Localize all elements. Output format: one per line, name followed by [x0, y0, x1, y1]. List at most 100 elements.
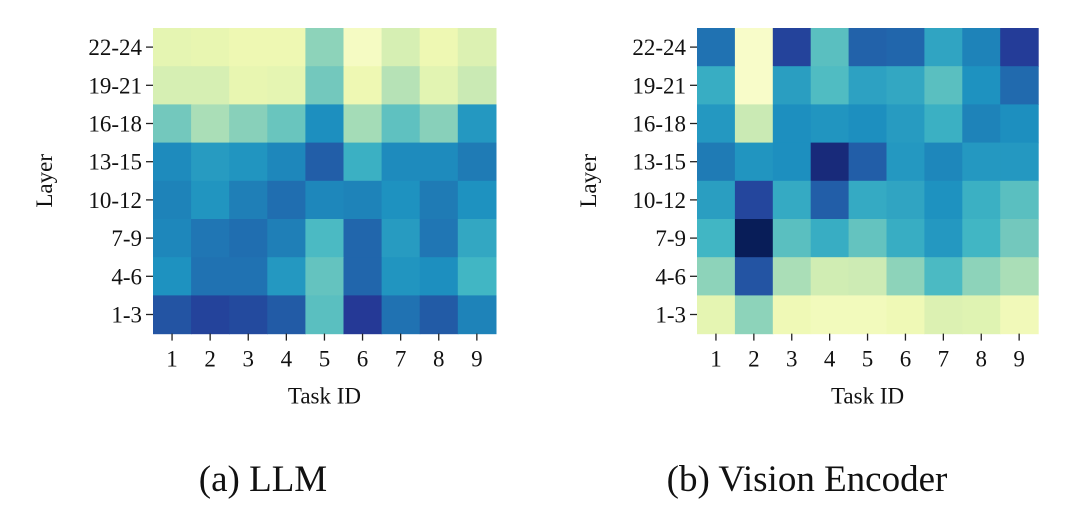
heatmap-cell — [343, 142, 383, 182]
x-tick-label: 7 — [938, 347, 950, 372]
heatmap-cell — [810, 219, 850, 258]
heatmap-cell — [305, 219, 345, 258]
subfigure-caption: (b) Vision Encoder — [667, 459, 948, 500]
heatmap-cell — [381, 295, 421, 335]
heatmap-cell — [343, 219, 383, 258]
heatmap-cell — [886, 219, 925, 258]
heatmap-cell — [267, 295, 306, 335]
heatmap-cell — [305, 180, 345, 220]
heatmap-cell — [419, 180, 459, 220]
heatmap-cell — [457, 142, 497, 182]
heatmap-cell — [697, 142, 736, 182]
heatmap-cell — [419, 219, 459, 258]
heatmap-cell — [191, 104, 230, 144]
heatmap-cell — [229, 257, 268, 296]
llm-heatmap-panel: 22-24 19-21 16-18 13-15 10-12 7-9 4-6 1-3 1 2 3 4 5 6… — [32, 28, 497, 500]
heatmap-cell — [419, 66, 459, 105]
heatmap-cell — [381, 219, 421, 258]
heatmap-cell — [153, 142, 192, 182]
heatmap-cell — [734, 295, 774, 335]
heatmap-cell — [1000, 104, 1039, 144]
heatmap-cell — [848, 142, 888, 182]
heatmap-cell — [381, 142, 421, 182]
heatmap-cell — [457, 180, 497, 220]
heatmap-cell — [772, 219, 812, 258]
heatmap-cell — [886, 142, 925, 182]
heatmap-cell — [924, 28, 963, 67]
heatmap-cell — [229, 142, 268, 182]
heatmap-cell — [924, 257, 963, 296]
heatmap-cell — [1000, 219, 1039, 258]
heatmap-cell — [924, 295, 963, 335]
heatmap-cell — [886, 66, 925, 105]
heatmap-cell — [343, 295, 383, 335]
heatmap-cell — [267, 142, 306, 182]
x-axis-label: Task ID — [831, 384, 904, 409]
heatmap-cell — [153, 295, 192, 335]
heatmap-cell — [924, 219, 963, 258]
heatmap-cell — [734, 180, 774, 220]
x-tick-label: 1 — [166, 347, 178, 372]
heatmap-cell — [772, 28, 812, 67]
x-tick-label: 3 — [243, 347, 255, 372]
y-tick-label: 4-6 — [655, 264, 686, 289]
heatmap-cell — [419, 295, 459, 335]
x-tick-label: 2 — [748, 347, 760, 372]
heatmap-cell — [848, 104, 888, 144]
heatmap-cell — [886, 295, 925, 335]
heatmap-cell — [343, 66, 383, 105]
heatmap-cell — [191, 28, 230, 67]
heatmap-cell — [924, 66, 963, 105]
y-tick-label: 10-12 — [632, 188, 686, 213]
heatmap-cell — [457, 28, 497, 67]
heatmap-cell — [191, 219, 230, 258]
heatmap-cell — [381, 104, 421, 144]
y-tick-label: 4-6 — [111, 264, 142, 289]
heatmap-cell — [810, 257, 850, 296]
y-tick-label: 10-12 — [88, 188, 142, 213]
heatmap-cell — [924, 180, 963, 220]
heatmap-cell — [153, 104, 192, 144]
y-tick-label: 1-3 — [655, 303, 686, 328]
heatmap-cell — [267, 180, 306, 220]
heatmap-cell — [153, 66, 192, 105]
heatmap-cell — [734, 219, 774, 258]
y-tick-label: 19-21 — [632, 73, 686, 98]
heatmap-cell — [267, 28, 306, 67]
heatmap-cell — [1000, 257, 1039, 296]
x-tick-label: 4 — [824, 347, 836, 372]
heatmap-cell — [962, 142, 1001, 182]
heatmap-cell — [734, 66, 774, 105]
heatmap-cell — [457, 66, 497, 105]
heatmap-cell — [229, 66, 268, 105]
heatmap-cell — [1000, 66, 1039, 105]
x-tick-label: 6 — [900, 347, 912, 372]
heatmap-cell — [191, 142, 230, 182]
heatmap-cell — [924, 142, 963, 182]
x-tick-label: 9 — [471, 347, 483, 372]
y-tick-label: 13-15 — [632, 150, 686, 175]
heatmap-cell — [734, 28, 774, 67]
heatmap-cell — [343, 104, 383, 144]
heatmap-cell — [848, 180, 888, 220]
heatmap-cell — [962, 295, 1001, 335]
y-tick-label: 22-24 — [632, 35, 686, 60]
heatmap-cell — [924, 104, 963, 144]
heatmap-cell — [229, 219, 268, 258]
heatmap-cell — [229, 295, 268, 335]
x-tick-label: 8 — [433, 347, 445, 372]
heatmap-cell — [419, 142, 459, 182]
heatmap-cell — [381, 180, 421, 220]
heatmap-cell — [734, 257, 774, 296]
heatmap-cell — [962, 104, 1001, 144]
heatmap-cell — [697, 104, 736, 144]
heatmap-cell — [734, 104, 774, 144]
heatmap-cell — [886, 180, 925, 220]
heatmap-cell — [343, 180, 383, 220]
heatmap-cell — [886, 28, 925, 67]
heatmap-cell — [1000, 142, 1039, 182]
heatmap-cell — [697, 28, 736, 67]
heatmap-cell — [772, 142, 812, 182]
heatmap-cell — [305, 28, 345, 67]
heatmap-cell — [810, 104, 850, 144]
